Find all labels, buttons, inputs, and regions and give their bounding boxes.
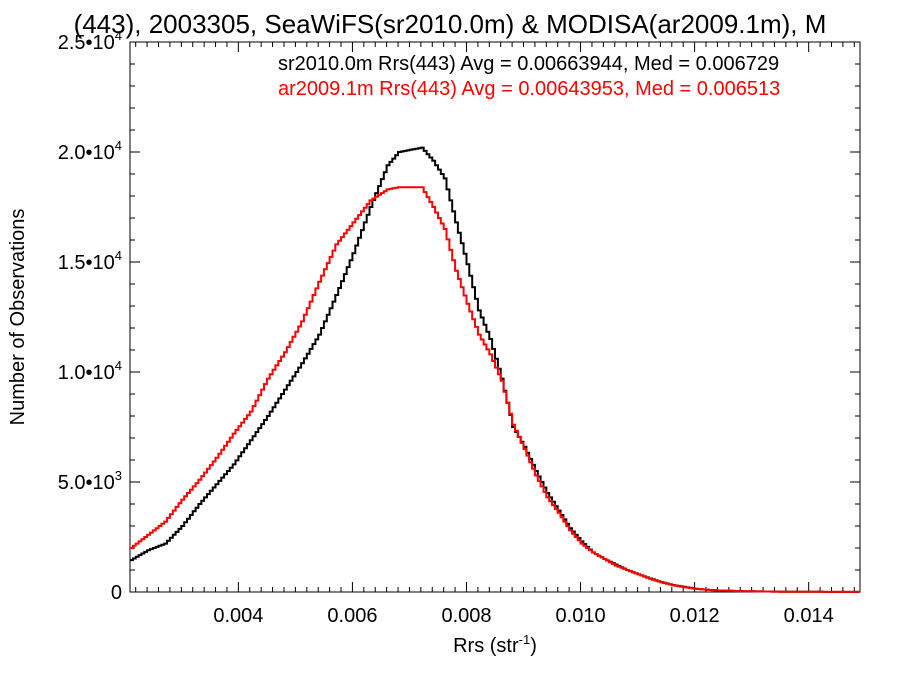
y-tick-label-base: 1.0•10 xyxy=(58,362,115,384)
x-axis-label-text: Rrs (str xyxy=(453,635,519,657)
x-tick-label: 0.008 xyxy=(441,605,491,627)
legend-entry-red: ar2009.1m Rrs(443) Avg = 0.00643953, Med… xyxy=(278,78,780,100)
y-tick-label-exp: 3 xyxy=(115,468,122,483)
x-axis-label-close: ) xyxy=(530,635,537,657)
x-axis-label: Rrs (str-1) xyxy=(453,632,537,657)
y-tick-label-base: 5.0•10 xyxy=(58,472,115,494)
series-line-1 xyxy=(130,186,860,593)
y-tick-label-base: 0 xyxy=(111,582,122,604)
plot-frame xyxy=(129,41,861,593)
y-tick-label: 1.5•104 xyxy=(58,248,122,274)
y-tick-label: 5.0•103 xyxy=(58,468,122,494)
series-line-0 xyxy=(130,146,860,593)
y-tick-label: 2.0•104 xyxy=(58,138,122,164)
series-lines xyxy=(130,146,860,593)
x-tick-label: 0.006 xyxy=(327,605,377,627)
y-tick-label-base: 2.0•10 xyxy=(58,142,115,164)
x-tick-label: 0.012 xyxy=(670,605,720,627)
y-tick-label: 1.0•104 xyxy=(58,358,122,384)
axis-ticks xyxy=(130,41,860,593)
legend-entry-black: sr2010.0m Rrs(443) Avg = 0.00663944, Med… xyxy=(278,53,779,75)
x-tick-labels: 0.004 0.006 0.008 0.010 0.012 0.014 xyxy=(213,605,833,627)
y-tick-label-exp: 4 xyxy=(115,138,122,153)
y-tick-label-base: 2.5•10 xyxy=(58,32,115,54)
y-tick-label: 2.5•104 xyxy=(58,28,122,54)
x-axis-label-sup: -1 xyxy=(519,632,531,647)
y-tick-label-exp: 4 xyxy=(115,28,122,43)
chart-title: (443), 2003305, SeaWiFS(sr2010.0m) & MOD… xyxy=(74,9,827,39)
x-tick-label: 0.004 xyxy=(213,605,263,627)
y-axis-label: Number of Observations xyxy=(7,209,29,426)
x-tick-label: 0.014 xyxy=(784,605,834,627)
y-tick-label-base: 1.5•10 xyxy=(58,252,115,274)
x-tick-label: 0.010 xyxy=(556,605,606,627)
y-tick-label: 0 xyxy=(111,582,122,604)
y-tick-label-exp: 4 xyxy=(115,248,122,263)
y-tick-label-exp: 4 xyxy=(115,358,122,373)
